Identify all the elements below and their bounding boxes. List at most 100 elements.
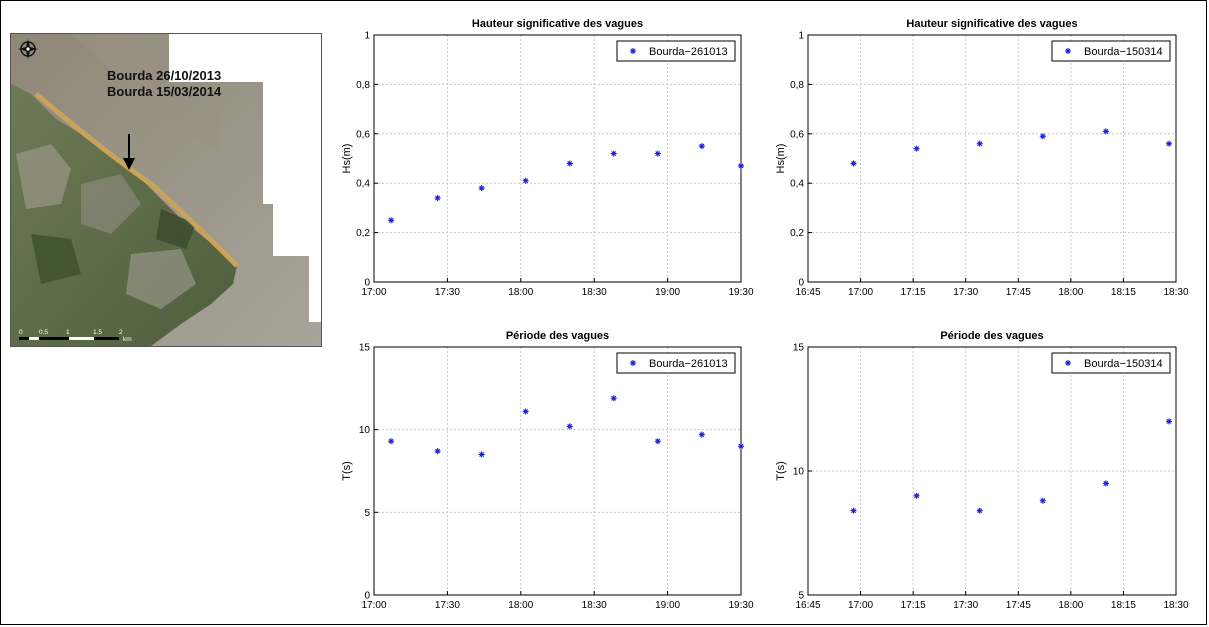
chart-title: Période des vagues	[940, 330, 1043, 342]
y-tick-label: 0	[364, 278, 370, 289]
y-tick-label: 1	[364, 31, 370, 42]
legend-marker	[630, 360, 636, 366]
data-point	[1165, 418, 1172, 425]
data-point	[478, 451, 485, 458]
x-tick-label: 18:00	[1058, 600, 1083, 611]
x-tick-label: 17:00	[361, 287, 386, 298]
legend-marker	[630, 48, 636, 54]
map-label-2: Bourda 15/03/2014	[107, 84, 222, 99]
x-tick-label: 18:15	[1111, 600, 1136, 611]
legend-label: Bourda−150314	[1084, 358, 1163, 370]
y-tick-label: 10	[793, 467, 805, 478]
x-tick-label: 18:30	[1163, 600, 1188, 611]
y-tick-label: 0,4	[790, 179, 804, 190]
data-point	[434, 195, 441, 202]
y-tick-label: 15	[359, 343, 371, 354]
y-tick-label: 15	[793, 343, 805, 354]
x-tick-label: 19:30	[728, 600, 753, 611]
scale-label-4: 2	[119, 329, 123, 336]
y-axis-label: Hs(m)	[341, 144, 353, 174]
y-tick-label: 0,2	[356, 228, 370, 239]
data-point	[1165, 140, 1172, 147]
scale-label-3: 1.5	[93, 329, 102, 336]
legend-marker	[1065, 48, 1071, 54]
data-point	[522, 177, 529, 184]
y-axis-label: Hs(m)	[775, 144, 787, 174]
y-tick-label: 0	[364, 591, 370, 602]
x-tick-label: 18:00	[508, 600, 533, 611]
x-tick-label: 16:45	[795, 287, 820, 298]
data-point	[1102, 480, 1109, 487]
data-point	[913, 492, 920, 499]
data-point	[566, 160, 573, 167]
y-tick-label: 0,2	[790, 228, 804, 239]
y-tick-label: 0	[798, 278, 804, 289]
data-point	[654, 438, 661, 445]
scale-label-1: 0.5	[39, 329, 48, 336]
data-point	[1039, 497, 1046, 504]
y-tick-label: 1	[798, 31, 804, 42]
satellite-map: Bourda 26/10/2013 Bourda 15/03/2014 0 0.…	[10, 33, 322, 347]
axes-box	[807, 34, 1177, 283]
data-point	[850, 160, 857, 167]
x-tick-label: 17:00	[361, 600, 386, 611]
chart-t-261013: Période des vagues 17:00 17:30 18:00 18:30 19…	[341, 322, 757, 617]
legend-label: Bourda−150314	[1084, 46, 1163, 58]
y-axis-label: T(s)	[341, 461, 353, 481]
data-point	[388, 217, 395, 224]
legend: Bourda−150314	[1051, 40, 1171, 62]
x-tick-label: 19:00	[655, 287, 680, 298]
data-point	[388, 438, 395, 445]
x-tick-label: 17:30	[435, 600, 460, 611]
y-tick-label: 5	[364, 508, 370, 519]
data-point	[738, 162, 744, 169]
data-point	[434, 448, 441, 455]
y-tick-label: 0,8	[790, 80, 804, 91]
scale-unit: km	[123, 336, 132, 343]
data-point	[1039, 133, 1046, 140]
x-tick-label: 19:30	[728, 287, 753, 298]
x-tick-label: 17:00	[848, 287, 873, 298]
x-tick-label: 17:30	[953, 600, 978, 611]
data-point	[738, 443, 744, 450]
chart-title: Période des vagues	[506, 330, 609, 342]
data-point	[522, 408, 529, 415]
x-tick-label: 18:30	[582, 287, 607, 298]
axes-box	[373, 346, 742, 596]
chart-t-150314: Période des vagues 16:45 17:00 17:15 17:30 17…	[775, 322, 1195, 617]
legend-label: Bourda−261013	[649, 358, 728, 370]
data-point	[913, 145, 920, 152]
y-tick-label: 0,8	[356, 80, 370, 91]
data-point	[698, 143, 705, 150]
chart-title: Hauteur significative des vagues	[472, 18, 643, 30]
scale-label-2: 1	[66, 329, 70, 336]
axes-box	[373, 34, 742, 283]
chart-title: Hauteur significative des vagues	[906, 18, 1077, 30]
x-tick-label: 18:30	[1163, 287, 1188, 298]
x-tick-label: 18:30	[582, 600, 607, 611]
data-point	[654, 150, 661, 157]
location-arrow-icon	[123, 134, 135, 170]
map-scale-bar: 0 0.5 1 1.5 2 km	[19, 329, 132, 343]
data-point	[850, 507, 857, 514]
scale-label-0: 0	[19, 329, 23, 336]
legend-label: Bourda−261013	[649, 46, 728, 58]
data-point	[698, 431, 705, 438]
data-point	[976, 507, 983, 514]
legend: Bourda−261013	[616, 352, 736, 374]
x-tick-label: 16:45	[795, 600, 820, 611]
x-tick-label: 17:15	[901, 600, 926, 611]
data-point	[1102, 128, 1109, 135]
data-point	[610, 150, 617, 157]
y-tick-label: 0,4	[356, 179, 370, 190]
compass-rose-icon	[18, 39, 38, 59]
x-tick-label: 17:30	[435, 287, 460, 298]
legend: Bourda−150314	[1051, 352, 1171, 374]
x-tick-label: 17:00	[848, 600, 873, 611]
y-tick-label: 5	[798, 591, 804, 602]
y-tick-label: 0,6	[356, 129, 370, 140]
x-tick-label: 18:15	[1111, 287, 1136, 298]
data-point	[566, 423, 573, 430]
data-point	[976, 140, 983, 147]
